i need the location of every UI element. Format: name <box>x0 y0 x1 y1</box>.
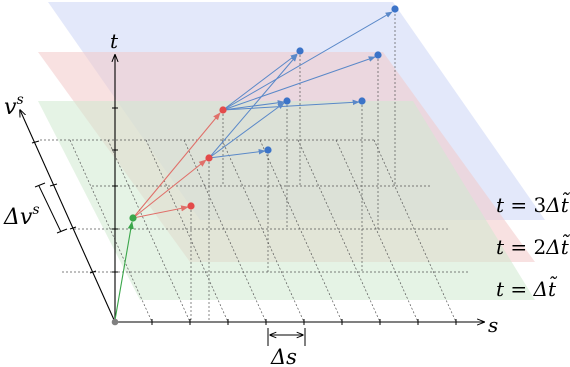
origin-node <box>111 318 119 326</box>
red-nodes <box>187 106 227 210</box>
blue-arrows <box>208 11 393 159</box>
delta-v-label: Δvs <box>3 202 40 230</box>
blue-node <box>374 51 382 59</box>
delta-s-label: Δs <box>270 345 297 367</box>
s-axis-ticks <box>151 319 457 325</box>
red-node <box>205 154 213 162</box>
t-axis-ticks <box>112 107 118 273</box>
axes <box>20 55 484 325</box>
plane-1 <box>38 101 535 300</box>
red-node <box>219 106 227 114</box>
plane-3-label: t = 3Δt̃ <box>496 191 570 217</box>
plane-2-label: t = 2Δt̃ <box>496 233 570 259</box>
green-node <box>129 214 137 222</box>
blue-nodes <box>264 5 399 154</box>
v-axis-line <box>20 110 116 323</box>
blue-node <box>358 97 366 105</box>
s-axis-label: s <box>488 313 498 337</box>
blue-node <box>296 47 304 55</box>
blue-node <box>391 5 399 13</box>
v-axis-ticks <box>31 140 97 274</box>
green-arrow <box>114 221 134 321</box>
red-arrows <box>132 112 221 219</box>
t-axis-label: t <box>110 29 119 53</box>
blue-node <box>283 97 291 105</box>
delta-v-bracket <box>34 182 68 234</box>
plane-1-label: t = Δt̃ <box>496 275 558 301</box>
blue-node <box>264 146 272 154</box>
delta-s-bracket <box>267 328 306 346</box>
v-axis-label: vs <box>4 92 24 120</box>
red-node <box>187 202 195 210</box>
